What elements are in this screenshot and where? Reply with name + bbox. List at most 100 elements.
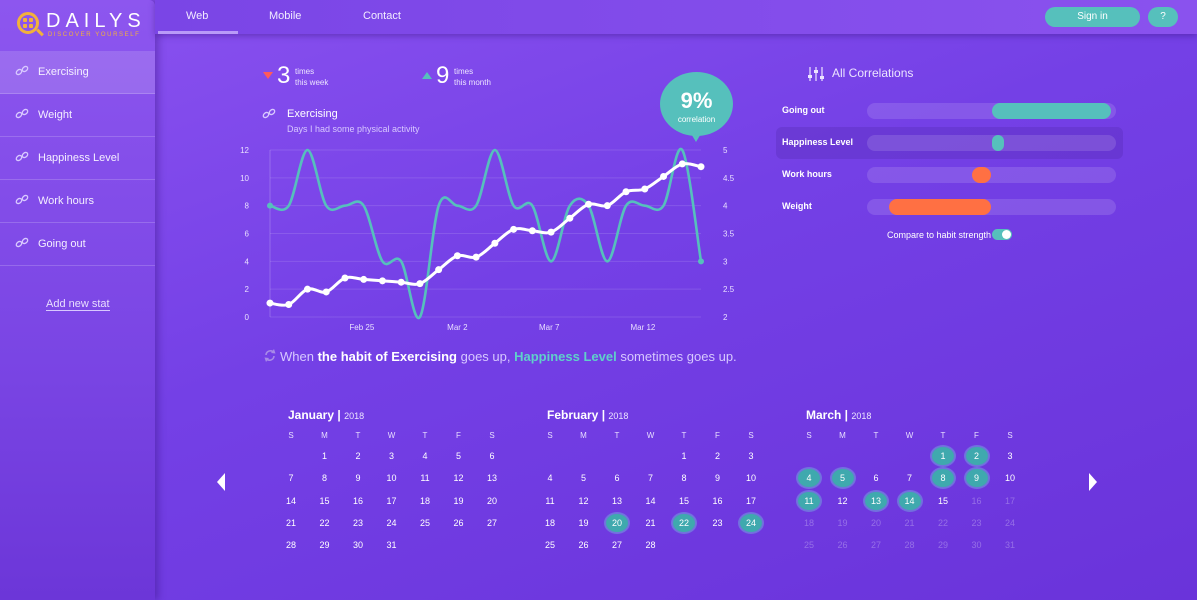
calendar-day[interactable]: 4 [422,451,428,461]
calendar-day[interactable]: 27 [611,540,622,551]
tab-web[interactable]: Web [186,10,209,22]
calendar-day[interactable]: 18 [544,517,555,528]
calendar-day[interactable]: 29 [319,540,330,551]
calendar-day[interactable]: 9 [355,473,361,484]
calendar-day[interactable]: 24 [386,517,397,528]
calendar-day[interactable]: 25 [544,540,555,551]
sidebar-item-exercising[interactable]: Exercising [0,51,155,94]
calendar-day[interactable]: 22 [673,513,695,532]
calendar-day[interactable]: 4 [547,473,553,484]
calendar-day[interactable]: 23 [712,517,723,528]
calendar-day[interactable]: 19 [837,517,848,528]
calendar-day[interactable]: 2 [965,447,988,465]
calendar-day[interactable]: 1 [321,451,327,461]
calendar-day[interactable]: 8 [321,473,327,484]
calendar-day[interactable]: 9 [965,469,988,488]
calendar-day[interactable]: 1 [681,451,687,461]
correlation-row[interactable]: Weight [776,191,1123,223]
calendar-day[interactable]: 17 [386,495,397,506]
add-new-stat-link[interactable]: Add new stat [46,298,110,311]
calendar-day[interactable]: 26 [578,540,589,551]
calendar-day[interactable]: 17 [1004,495,1015,506]
calendar-day[interactable]: 26 [837,540,848,551]
calendar-day[interactable]: 16 [352,495,363,506]
calendar-day[interactable]: 31 [1004,540,1015,551]
calendar-day[interactable]: 3 [388,451,394,461]
calendar-day[interactable]: 15 [678,495,689,506]
calendar-day[interactable]: 1 [932,447,954,465]
tab-mobile[interactable]: Mobile [269,10,302,22]
tab-contact[interactable]: Contact [363,10,401,22]
calendar-day[interactable]: 2 [714,451,720,461]
calendar-day[interactable]: 5 [455,451,461,461]
calendar-day[interactable]: 22 [319,517,330,528]
correlation-row[interactable]: Happiness Level [776,127,1123,159]
calendar-day[interactable]: 28 [645,540,656,551]
calendar-day[interactable]: 21 [904,517,915,528]
calendar-day[interactable]: 31 [386,540,397,551]
calendar-day[interactable]: 20 [606,513,628,532]
calendar-day[interactable]: 14 [285,495,296,506]
compare-toggle[interactable] [992,229,1012,240]
sidebar-item-going-out[interactable]: Going out [0,223,155,266]
calendar-day[interactable]: 21 [285,517,296,528]
calendar-day[interactable]: 20 [486,495,497,506]
calendar-day[interactable]: 25 [419,517,430,528]
calendar-day[interactable]: 29 [937,540,948,551]
calendar-day[interactable]: 15 [319,495,330,506]
calendar-day[interactable]: 23 [971,517,982,528]
calendar-day[interactable]: 4 [798,469,820,488]
calendar-day[interactable]: 19 [453,495,464,506]
calendar-day[interactable]: 24 [1004,517,1015,528]
calendar-day[interactable]: 27 [486,517,497,528]
calendar-day[interactable]: 13 [611,495,622,506]
calendar-day[interactable]: 11 [420,473,430,484]
calendar-day[interactable]: 8 [932,469,954,488]
calendar-day[interactable]: 11 [798,491,820,510]
sidebar-item-happiness-level[interactable]: Happiness Level [0,137,155,180]
calendar-day[interactable]: 16 [712,495,723,506]
calendar-day[interactable]: 2 [355,451,361,461]
calendar-day[interactable]: 13 [865,491,887,510]
calendar-day[interactable]: 12 [837,495,848,506]
sidebar-item-weight[interactable]: Weight [0,94,155,137]
calendar-day[interactable]: 18 [419,495,430,506]
calendar-day[interactable]: 19 [578,517,589,528]
sign-in-button[interactable]: Sign in [1045,7,1140,27]
calendar-day[interactable]: 10 [386,473,397,484]
calendar-day[interactable]: 11 [545,495,555,506]
calendar-day[interactable]: 16 [971,495,982,506]
calendar-day[interactable]: 5 [580,473,586,484]
calendar-day[interactable]: 7 [288,473,294,484]
logo[interactable]: DAILYS DISCOVER YOURSELF [14,10,154,40]
sidebar-item-work-hours[interactable]: Work hours [0,180,155,223]
calendar-day[interactable]: 9 [714,473,720,484]
calendar-day[interactable]: 7 [906,473,912,484]
calendar-day[interactable]: 3 [748,451,754,461]
calendar-day[interactable]: 25 [803,540,814,551]
calendar-day[interactable]: 15 [937,495,948,506]
prev-month-arrow[interactable] [216,472,226,498]
calendar-day[interactable]: 14 [898,491,921,510]
calendar-day[interactable]: 3 [1007,451,1013,461]
calendar-day[interactable]: 27 [870,540,881,551]
calendar-day[interactable]: 28 [904,540,915,551]
calendar-day[interactable]: 6 [873,473,879,484]
calendar-day[interactable]: 12 [578,495,589,506]
calendar-day[interactable]: 10 [1004,473,1015,484]
correlation-row[interactable]: Going out [776,95,1123,127]
calendar-day[interactable]: 6 [614,473,620,484]
calendar-day[interactable]: 20 [870,517,881,528]
calendar-day[interactable]: 10 [745,473,756,484]
calendar-day[interactable]: 26 [453,517,464,528]
calendar-day[interactable]: 18 [803,517,814,528]
calendar-day[interactable]: 8 [681,473,687,484]
calendar-day[interactable]: 13 [486,473,497,484]
calendar-day[interactable]: 28 [285,540,296,551]
calendar-day[interactable]: 6 [489,451,495,461]
calendar-day[interactable]: 22 [937,517,948,528]
correlation-row[interactable]: Work hours [776,159,1123,191]
calendar-day[interactable]: 21 [645,517,656,528]
calendar-day[interactable]: 7 [647,473,653,484]
calendar-day[interactable]: 23 [352,517,363,528]
